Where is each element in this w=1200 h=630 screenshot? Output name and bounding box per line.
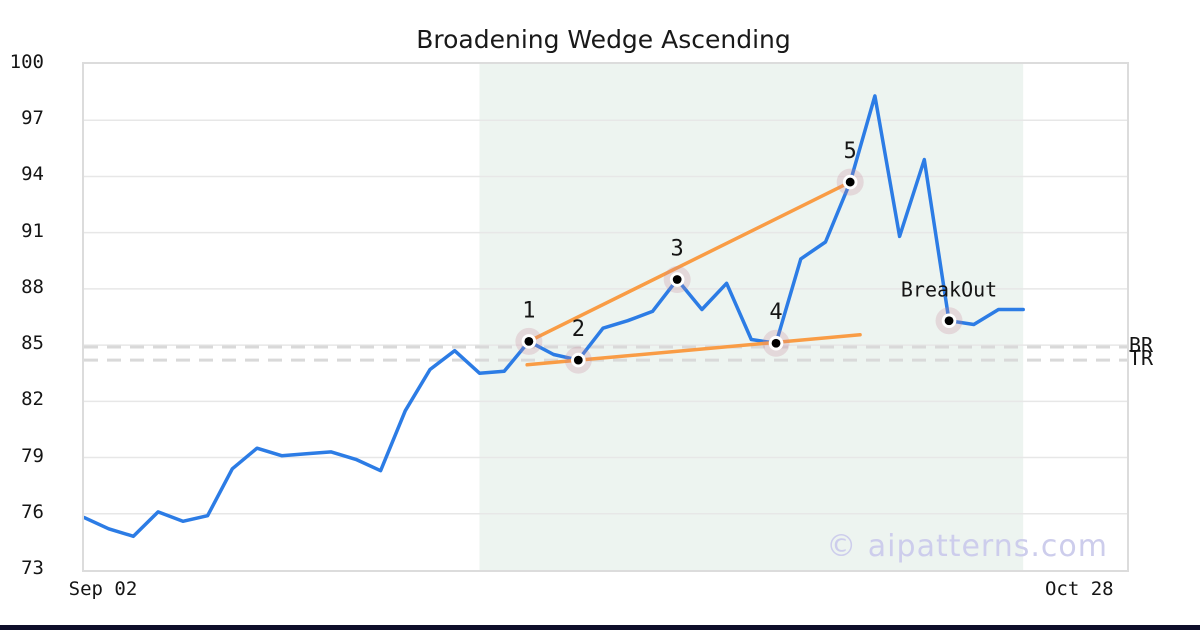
x-tick-label: Oct 28: [1044, 578, 1114, 600]
level-label-br: BR: [1129, 332, 1154, 357]
marker-label: 5: [844, 139, 857, 164]
marker-dot: [573, 355, 583, 365]
footer-bar: [0, 625, 1200, 630]
y-tick-label: 82: [21, 388, 44, 411]
marker-dot: [771, 338, 781, 348]
y-tick-label: 85: [21, 332, 44, 355]
marker-dot: [524, 336, 534, 346]
y-tick-label: 94: [21, 163, 44, 186]
marker-dot: [672, 275, 682, 284]
watermark: © aipatterns.com: [826, 529, 1108, 564]
marker-label: 1: [522, 298, 535, 323]
upper-trend-line: [527, 180, 852, 344]
pattern-shaded-region: [479, 64, 1024, 570]
chart-canvas: 1 2 3 4 5 BreakOut: [84, 64, 1127, 570]
plot-area: 1 2 3 4 5 BreakOut: [82, 62, 1129, 572]
marker-dot: [944, 316, 954, 326]
marker-label: 4: [769, 300, 782, 325]
price-line: [84, 94, 1025, 539]
marker-label: BreakOut: [901, 278, 997, 302]
y-tick-label: 73: [21, 557, 44, 579]
y-tick-label: 97: [21, 107, 44, 130]
y-tick-label: 100: [9, 51, 44, 73]
y-tick-label: 88: [21, 275, 44, 298]
y-tick-label: 91: [21, 219, 44, 242]
marker-label: 3: [671, 237, 684, 262]
chart-title: Broadening Wedge Ascending: [416, 25, 791, 54]
y-tick-label: 79: [21, 444, 44, 467]
level-label-tr: TR: [1129, 346, 1154, 371]
x-tick-label: Sep 02: [68, 578, 138, 600]
marker-dot: [845, 177, 855, 187]
y-tick-label: 76: [21, 500, 44, 523]
marker-label: 2: [572, 317, 585, 342]
